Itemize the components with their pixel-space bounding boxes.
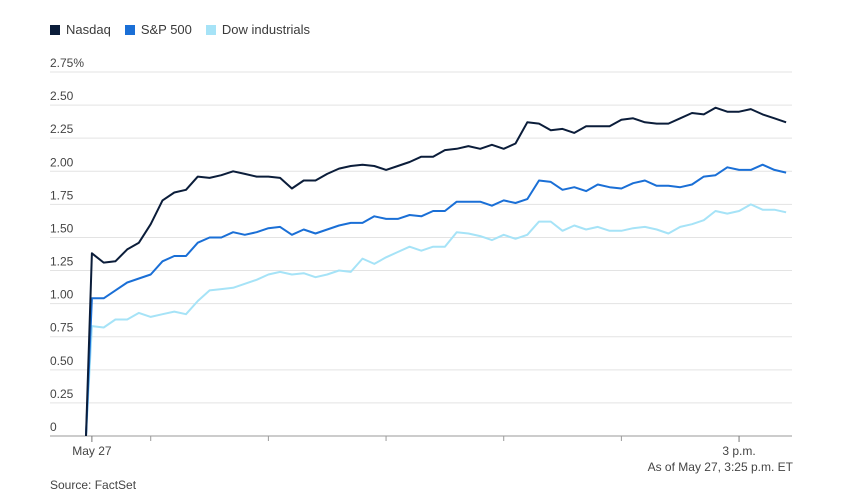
y-tick-label: 0.25: [50, 387, 74, 401]
y-tick-label: 1.25: [50, 255, 74, 269]
y-tick-label: 0: [50, 420, 57, 434]
y-tick-label: 2.50: [50, 89, 74, 103]
y-tick-label: 0.50: [50, 354, 74, 368]
chart-footnote: As of May 27, 3:25 p.m. ET: [647, 460, 793, 474]
x-tick-label: May 27: [72, 444, 112, 458]
series-line-nasdaq: [85, 106, 787, 437]
y-tick-label: 2.00: [50, 155, 74, 169]
legend-label-nasdaq: Nasdaq: [66, 22, 111, 37]
legend-item-sp500: S&P 500: [124, 22, 192, 37]
series-line-dow-industrials: [85, 203, 787, 437]
series-line-s-p-500: [85, 163, 787, 437]
legend-swatch-nasdaq: [50, 24, 60, 35]
y-tick-label: 1.00: [50, 288, 74, 302]
legend-label-dow: Dow industrials: [221, 22, 311, 37]
y-tick-label: 1.75: [50, 188, 74, 202]
x-tick-label: 3 p.m.: [722, 444, 755, 458]
y-tick-label: 0.75: [50, 321, 74, 335]
y-tick-label: 2.75%: [50, 56, 84, 70]
legend-swatch-dow: [205, 24, 216, 35]
legend-item-nasdaq: Nasdaq: [50, 22, 111, 37]
legend-swatch-sp500: [124, 24, 135, 35]
y-tick-label: 1.50: [50, 221, 74, 235]
chart-source: Source: FactSet: [50, 478, 137, 492]
legend-label-sp500: S&P 500: [140, 22, 192, 37]
legend-item-dow: Dow industrials: [205, 22, 311, 37]
y-tick-label: 2.25: [50, 122, 74, 136]
chart-legend: Nasdaq S&P 500 Dow industrials: [50, 22, 310, 37]
